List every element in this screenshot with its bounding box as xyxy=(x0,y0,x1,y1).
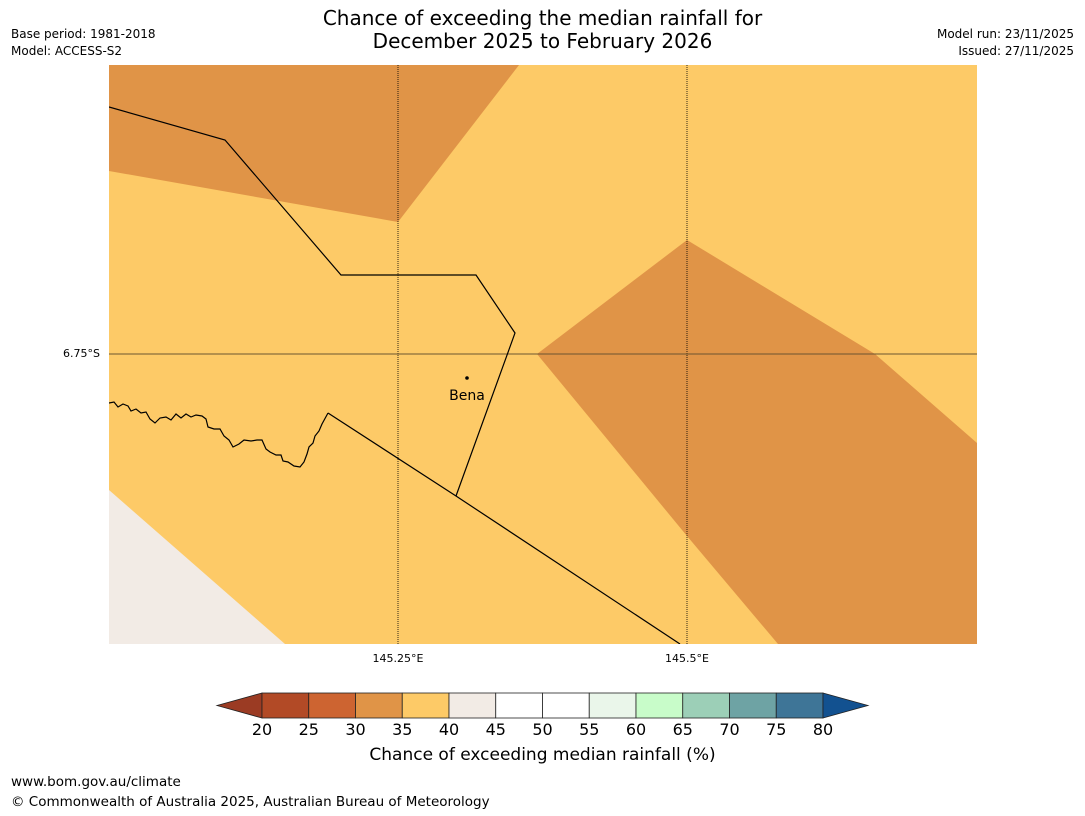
colorbar-box-20-25 xyxy=(261,692,310,719)
colorbar-tick-30: 30 xyxy=(345,720,366,739)
colorbar-tick-65: 65 xyxy=(672,720,693,739)
colorbar-tick-75: 75 xyxy=(766,720,787,739)
colorbar-box-50-55 xyxy=(542,692,590,719)
colorbar-tick-20: 20 xyxy=(251,720,273,739)
meta-right: Model run: 23/11/2025 Issued: 27/11/2025 xyxy=(937,26,1074,60)
map-title: Chance of exceeding the median rainfall … xyxy=(0,7,1085,53)
region-30-35-east xyxy=(537,240,977,644)
bena-marker xyxy=(465,376,469,380)
title-line-1: Chance of exceeding the median rainfall … xyxy=(322,6,763,30)
colorbar-tick-60: 60 xyxy=(625,720,647,739)
latitude-label: 6.75°S xyxy=(63,347,100,360)
colorbar-box-30-35 xyxy=(355,692,403,719)
region-30-35-north xyxy=(109,65,519,222)
colorbar-tick-35: 35 xyxy=(392,720,413,739)
place-label-bena: Bena xyxy=(449,388,485,404)
longitude-label-145-25E: 145.25°E xyxy=(372,652,424,665)
colorbar-box-65-70 xyxy=(682,692,730,719)
base-period-text: Base period: 1981-2018 xyxy=(11,27,156,41)
region-40-45-southwest xyxy=(109,490,285,644)
colorbar-box-70-75 xyxy=(729,692,777,719)
province-boundary-north xyxy=(109,106,516,497)
river-line xyxy=(109,401,329,468)
colorbar-extend-low xyxy=(215,692,263,719)
model-run-text: Model run: 23/11/2025 xyxy=(936,27,1074,41)
colorbar-extend-high xyxy=(822,692,870,719)
footer-copyright: © Commonwealth of Australia 2025, Austra… xyxy=(11,794,490,810)
colorbar-tick-70: 70 xyxy=(719,720,740,739)
colorbar-tick-80: 80 xyxy=(812,720,834,739)
footer-url: www.bom.gov.au/climate xyxy=(11,774,181,790)
colorbar-box-35-40 xyxy=(401,692,450,719)
colorbar-box-25-30 xyxy=(308,692,356,719)
colorbar-box-75-80 xyxy=(775,692,824,719)
colorbar-box-55-60 xyxy=(588,692,637,719)
colorbar-box-40-45 xyxy=(448,692,497,719)
colorbar-box-60-65 xyxy=(635,692,684,719)
province-boundary-south xyxy=(327,412,681,644)
issued-text: Issued: 27/11/2025 xyxy=(958,44,1074,58)
colorbar-box-45-50 xyxy=(495,692,543,719)
colorbar-tick-25: 25 xyxy=(298,720,319,739)
longitude-label-145-5E: 145.5°E xyxy=(665,652,709,665)
colorbar-tick-40: 40 xyxy=(438,720,460,739)
colorbar-tick-45: 45 xyxy=(485,720,506,739)
title-line-2: December 2025 to February 2026 xyxy=(372,29,713,53)
colorbar-label: Chance of exceeding median rainfall (%) xyxy=(369,745,716,765)
meta-left: Base period: 1981-2018 Model: ACCESS-S2 xyxy=(11,26,156,60)
model-text: Model: ACCESS-S2 xyxy=(11,44,123,58)
colorbar-tick-50: 50 xyxy=(532,720,553,739)
colorbar-tick-55: 55 xyxy=(579,720,600,739)
